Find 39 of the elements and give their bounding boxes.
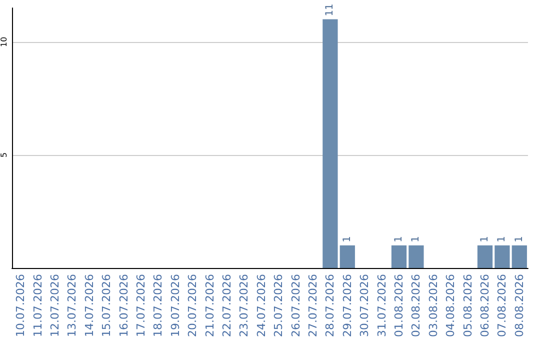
x-tick-label: 04.08.2026 <box>444 274 458 338</box>
x-tick-label: 17.07.2026 <box>134 274 148 338</box>
x-tick-label: 30.07.2026 <box>358 274 372 338</box>
data-label: 11 <box>324 4 336 16</box>
x-tick-label: 11.07.2026 <box>31 274 44 338</box>
x-tick-label: 06.08.2026 <box>478 274 492 338</box>
x-tick-label: 05.08.2026 <box>461 274 474 338</box>
x-tick-label: 07.08.2026 <box>496 274 509 338</box>
data-label: 1 <box>394 236 404 242</box>
x-tick-label: 27.07.2026 <box>306 274 320 338</box>
y-tick-label: 10 <box>0 36 8 48</box>
x-tick-label: 18.07.2026 <box>152 274 165 338</box>
x-tick-label: 12.07.2026 <box>48 274 62 338</box>
y-tick-label: 5 <box>0 152 8 158</box>
x-tick-label: 26.07.2026 <box>289 274 302 338</box>
x-tick-label: 21.07.2026 <box>203 274 216 338</box>
x-tick-label: 08.08.2026 <box>512 274 526 338</box>
data-label: 1 <box>342 236 353 242</box>
x-tick-label: 20.07.2026 <box>186 274 200 338</box>
x-tick-label: 03.08.2026 <box>426 274 440 338</box>
x-tick-label: 13.07.2026 <box>66 274 79 338</box>
x-tick-label: 15.07.2026 <box>100 274 114 338</box>
x-tick-label: 24.07.2026 <box>254 274 268 338</box>
x-tick-label: 16.07.2026 <box>117 274 130 338</box>
x-tick-label: 19.07.2026 <box>168 274 182 338</box>
data-label: 1 <box>496 236 508 242</box>
x-tick-label: 31.07.2026 <box>375 274 388 338</box>
x-tick-label: 02.08.2026 <box>410 274 423 338</box>
x-tick-label: 22.07.2026 <box>220 274 234 338</box>
x-tick-label: 28.07.2026 <box>324 274 337 338</box>
data-label: 1 <box>514 236 525 242</box>
x-tick-label: 29.07.2026 <box>340 274 354 338</box>
x-tick-label: 14.07.2026 <box>82 274 96 338</box>
x-tick-label: 01.08.2026 <box>392 274 406 338</box>
data-label: 1 <box>410 236 422 242</box>
x-tick-label: 23.07.2026 <box>238 274 251 338</box>
x-tick-label: 25.07.2026 <box>272 274 286 338</box>
x-tick-label: 10.07.2026 <box>14 274 28 338</box>
data-label: 1 <box>480 236 490 242</box>
